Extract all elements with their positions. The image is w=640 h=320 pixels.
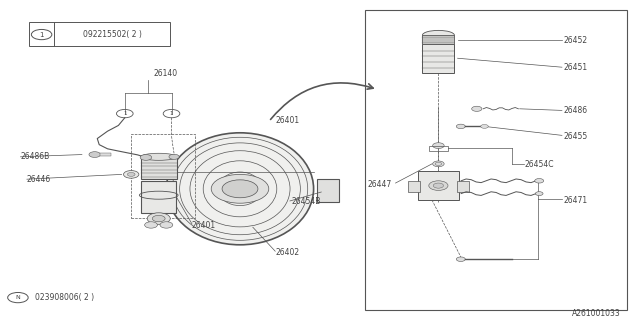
Text: 26486B: 26486B <box>20 152 50 161</box>
Ellipse shape <box>422 30 454 40</box>
Text: 26452: 26452 <box>563 36 588 44</box>
Bar <box>141 181 177 213</box>
Circle shape <box>481 124 488 128</box>
Circle shape <box>169 154 179 159</box>
Text: A261001033: A261001033 <box>572 309 621 318</box>
Text: 26446: 26446 <box>27 175 51 184</box>
Bar <box>408 181 420 192</box>
Circle shape <box>429 181 448 190</box>
Text: 26454B: 26454B <box>291 197 321 206</box>
Circle shape <box>152 215 165 222</box>
Circle shape <box>456 257 465 261</box>
Circle shape <box>89 152 100 157</box>
Text: N: N <box>15 295 20 300</box>
Text: 092215502( 2 ): 092215502( 2 ) <box>83 30 141 39</box>
Bar <box>422 44 454 73</box>
Circle shape <box>472 106 482 111</box>
Bar <box>29 22 170 46</box>
Ellipse shape <box>166 133 314 245</box>
Bar <box>100 153 111 156</box>
Bar <box>418 171 460 200</box>
Circle shape <box>147 213 170 224</box>
Text: 1: 1 <box>170 111 173 116</box>
Circle shape <box>160 222 173 228</box>
Bar <box>429 146 448 151</box>
Text: 26455: 26455 <box>563 132 588 140</box>
Bar <box>458 181 469 192</box>
Circle shape <box>433 183 444 188</box>
Text: 26451: 26451 <box>563 63 588 72</box>
Circle shape <box>211 174 269 203</box>
Text: 1: 1 <box>123 111 127 116</box>
Circle shape <box>535 179 544 183</box>
Circle shape <box>456 124 465 129</box>
Circle shape <box>127 172 135 176</box>
Circle shape <box>433 161 444 167</box>
Bar <box>365 10 627 310</box>
Text: 1: 1 <box>39 32 44 37</box>
Bar <box>317 179 339 202</box>
Text: 26401: 26401 <box>275 116 300 124</box>
Text: 26454C: 26454C <box>525 160 554 169</box>
Circle shape <box>145 222 157 228</box>
Bar <box>422 35 454 44</box>
Circle shape <box>140 155 152 160</box>
Text: 26447: 26447 <box>368 180 392 188</box>
Circle shape <box>222 180 258 198</box>
Text: 26486: 26486 <box>563 106 588 115</box>
Text: 26401: 26401 <box>192 221 216 230</box>
Text: 26140: 26140 <box>154 69 178 78</box>
Text: 26402: 26402 <box>275 248 300 257</box>
Text: 26471: 26471 <box>563 196 588 204</box>
Circle shape <box>124 171 139 178</box>
Circle shape <box>433 143 444 148</box>
Ellipse shape <box>141 153 177 160</box>
Circle shape <box>535 192 543 196</box>
Text: 023908006( 2 ): 023908006( 2 ) <box>35 293 94 302</box>
Bar <box>141 157 177 179</box>
